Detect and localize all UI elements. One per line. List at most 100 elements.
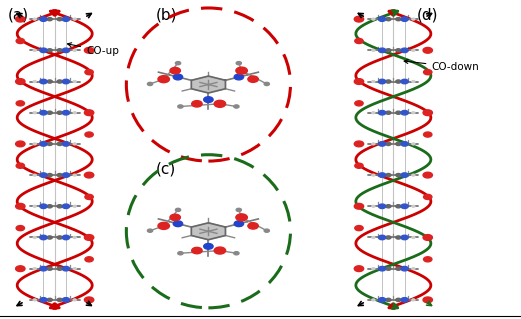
Circle shape [57, 18, 63, 21]
Circle shape [33, 143, 36, 145]
Circle shape [396, 80, 401, 83]
Circle shape [355, 163, 363, 168]
Circle shape [147, 82, 153, 85]
Circle shape [47, 236, 52, 239]
Circle shape [412, 143, 415, 145]
Circle shape [16, 226, 24, 231]
Circle shape [63, 110, 70, 115]
Circle shape [170, 67, 180, 74]
Circle shape [372, 268, 375, 270]
Circle shape [354, 204, 364, 209]
Circle shape [158, 222, 169, 229]
Circle shape [372, 81, 375, 83]
Circle shape [57, 205, 63, 208]
Circle shape [73, 18, 76, 20]
Circle shape [401, 235, 408, 240]
Circle shape [423, 110, 432, 115]
Circle shape [248, 76, 258, 82]
Circle shape [372, 49, 375, 51]
Circle shape [378, 204, 386, 209]
Circle shape [234, 221, 243, 226]
Circle shape [33, 205, 36, 207]
Circle shape [192, 247, 202, 254]
Circle shape [264, 82, 269, 85]
Circle shape [63, 79, 70, 84]
Circle shape [423, 297, 432, 303]
Circle shape [401, 142, 408, 146]
Circle shape [40, 173, 47, 177]
Circle shape [412, 112, 415, 114]
Circle shape [57, 174, 63, 177]
Text: CO-down: CO-down [404, 60, 479, 72]
Circle shape [386, 174, 391, 177]
Text: (a): (a) [8, 8, 29, 23]
Circle shape [40, 110, 47, 115]
Circle shape [386, 18, 391, 21]
Circle shape [204, 243, 213, 249]
Circle shape [40, 266, 47, 271]
Circle shape [57, 298, 63, 301]
Circle shape [16, 266, 25, 271]
Circle shape [173, 221, 183, 226]
Circle shape [372, 299, 375, 301]
Circle shape [63, 142, 70, 146]
Circle shape [84, 48, 94, 53]
Circle shape [354, 79, 364, 85]
Text: CO-up: CO-up [68, 43, 119, 56]
Circle shape [40, 48, 47, 53]
Circle shape [73, 268, 76, 270]
Circle shape [401, 110, 408, 115]
Polygon shape [191, 76, 226, 93]
Circle shape [40, 204, 47, 209]
Circle shape [16, 101, 24, 106]
Circle shape [424, 257, 432, 262]
Circle shape [173, 74, 183, 80]
Circle shape [63, 48, 70, 53]
Circle shape [396, 298, 401, 301]
Circle shape [401, 79, 408, 84]
Circle shape [424, 132, 432, 137]
Circle shape [47, 111, 52, 114]
Circle shape [47, 49, 52, 52]
Circle shape [236, 208, 241, 211]
Circle shape [401, 204, 408, 209]
Circle shape [372, 112, 375, 114]
Circle shape [386, 205, 391, 208]
Circle shape [33, 268, 36, 270]
Circle shape [401, 298, 408, 302]
Circle shape [378, 142, 386, 146]
Circle shape [378, 79, 386, 84]
Circle shape [386, 49, 391, 52]
Circle shape [234, 252, 239, 255]
Circle shape [57, 80, 63, 83]
Circle shape [33, 81, 36, 83]
Circle shape [73, 299, 76, 301]
Circle shape [16, 204, 25, 209]
Circle shape [412, 299, 415, 301]
Text: (c): (c) [155, 161, 176, 176]
Circle shape [147, 229, 153, 232]
Circle shape [412, 268, 415, 270]
Circle shape [63, 173, 70, 177]
Circle shape [401, 17, 408, 21]
Circle shape [16, 79, 25, 85]
Circle shape [396, 111, 401, 114]
Circle shape [85, 70, 93, 75]
Circle shape [372, 143, 375, 145]
Circle shape [386, 298, 391, 301]
Circle shape [386, 80, 391, 83]
Circle shape [57, 267, 63, 270]
Circle shape [378, 110, 386, 115]
Circle shape [33, 49, 36, 51]
Circle shape [47, 18, 52, 21]
Circle shape [33, 236, 36, 238]
Circle shape [16, 16, 25, 22]
Circle shape [396, 205, 401, 208]
Circle shape [355, 226, 363, 231]
Circle shape [412, 236, 415, 238]
Polygon shape [191, 223, 226, 240]
Text: (d): (d) [417, 8, 438, 23]
Circle shape [176, 208, 181, 211]
Circle shape [378, 235, 386, 240]
Circle shape [236, 62, 241, 65]
